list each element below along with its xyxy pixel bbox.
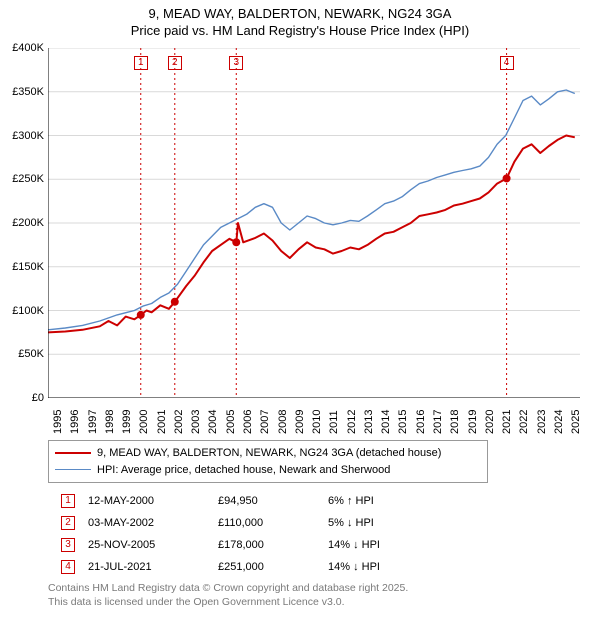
x-tick-label: 1997: [87, 410, 99, 434]
x-tick-label: 2025: [570, 410, 582, 434]
sale-price: £251,000: [218, 561, 328, 573]
chart-svg: [48, 48, 580, 398]
title-block: 9, MEAD WAY, BALDERTON, NEWARK, NG24 3GA…: [0, 0, 600, 40]
x-tick-label: 2003: [190, 410, 202, 434]
x-tick-label: 2011: [328, 410, 340, 434]
legend-row-price-paid: 9, MEAD WAY, BALDERTON, NEWARK, NG24 3GA…: [55, 445, 481, 462]
sale-index-box: 2: [61, 516, 75, 530]
footer: Contains HM Land Registry data © Crown c…: [48, 582, 558, 609]
chart-container: 9, MEAD WAY, BALDERTON, NEWARK, NG24 3GA…: [0, 0, 600, 620]
legend: 9, MEAD WAY, BALDERTON, NEWARK, NG24 3GA…: [48, 440, 488, 483]
x-tick-label: 2008: [277, 410, 289, 434]
x-tick-label: 2004: [207, 410, 219, 434]
x-tick-label: 1998: [104, 410, 116, 434]
y-tick-label: £350K: [0, 86, 44, 98]
legend-swatch-price-paid: [55, 452, 91, 454]
x-tick-label: 2001: [156, 410, 168, 434]
legend-label-hpi: HPI: Average price, detached house, Newa…: [97, 462, 390, 479]
sale-pct-vs-hpi: 5% ↓ HPI: [328, 517, 418, 529]
footer-line2: This data is licensed under the Open Gov…: [48, 596, 558, 610]
y-tick-label: £100K: [0, 305, 44, 317]
x-tick-label: 2000: [138, 410, 150, 434]
table-row: 4 21-JUL-2021£251,00014% ↓ HPI: [48, 556, 548, 578]
chart-plot-area: [48, 48, 580, 398]
x-tick-label: 2015: [397, 410, 409, 434]
x-tick-label: 2012: [346, 410, 358, 434]
legend-swatch-hpi: [55, 469, 91, 470]
x-tick-label: 2021: [501, 410, 513, 434]
x-tick-label: 1996: [69, 410, 81, 434]
sale-pct-vs-hpi: 6% ↑ HPI: [328, 495, 418, 507]
y-tick-label: £300K: [0, 130, 44, 142]
x-tick-label: 2002: [173, 410, 185, 434]
x-tick-label: 2022: [518, 410, 530, 434]
title-line1: 9, MEAD WAY, BALDERTON, NEWARK, NG24 3GA: [0, 6, 600, 23]
sale-date: 12-MAY-2000: [88, 495, 218, 507]
x-tick-label: 2014: [380, 410, 392, 434]
sale-index-box: 4: [61, 560, 75, 574]
x-tick-label: 2005: [225, 410, 237, 434]
x-tick-label: 2023: [536, 410, 548, 434]
x-tick-label: 2017: [432, 410, 444, 434]
x-tick-label: 2009: [294, 410, 306, 434]
legend-row-hpi: HPI: Average price, detached house, Newa…: [55, 462, 481, 479]
y-tick-label: £200K: [0, 217, 44, 229]
sale-date: 25-NOV-2005: [88, 539, 218, 551]
legend-label-price-paid: 9, MEAD WAY, BALDERTON, NEWARK, NG24 3GA…: [97, 445, 441, 462]
table-row: 3 25-NOV-2005£178,00014% ↓ HPI: [48, 534, 548, 556]
y-tick-label: £400K: [0, 42, 44, 54]
table-row: 1 12-MAY-2000£94,9506% ↑ HPI: [48, 490, 548, 512]
y-tick-label: £150K: [0, 261, 44, 273]
x-tick-label: 1995: [52, 410, 64, 434]
sale-price: £178,000: [218, 539, 328, 551]
sale-date: 21-JUL-2021: [88, 561, 218, 573]
sale-price: £110,000: [218, 517, 328, 529]
sales-table: 112-MAY-2000£94,9506% ↑ HPI203-MAY-2002£…: [48, 490, 548, 578]
y-tick-label: £0: [0, 392, 44, 404]
y-tick-label: £250K: [0, 173, 44, 185]
sale-index-box: 1: [61, 494, 75, 508]
footer-line1: Contains HM Land Registry data © Crown c…: [48, 582, 558, 596]
x-tick-label: 1999: [121, 410, 133, 434]
sale-pct-vs-hpi: 14% ↓ HPI: [328, 561, 418, 573]
x-tick-label: 2019: [467, 410, 479, 434]
x-tick-label: 2016: [415, 410, 427, 434]
x-tick-label: 2013: [363, 410, 375, 434]
x-tick-label: 2007: [259, 410, 271, 434]
table-row: 2 03-MAY-2002£110,0005% ↓ HPI: [48, 512, 548, 534]
sale-pct-vs-hpi: 14% ↓ HPI: [328, 539, 418, 551]
sale-index-box: 3: [61, 538, 75, 552]
sale-date: 03-MAY-2002: [88, 517, 218, 529]
x-tick-label: 2010: [311, 410, 323, 434]
x-tick-label: 2024: [553, 410, 565, 434]
sale-price: £94,950: [218, 495, 328, 507]
x-tick-label: 2006: [242, 410, 254, 434]
y-tick-label: £50K: [0, 348, 44, 360]
x-tick-label: 2020: [484, 410, 496, 434]
title-line2: Price paid vs. HM Land Registry's House …: [0, 23, 600, 40]
x-tick-label: 2018: [449, 410, 461, 434]
